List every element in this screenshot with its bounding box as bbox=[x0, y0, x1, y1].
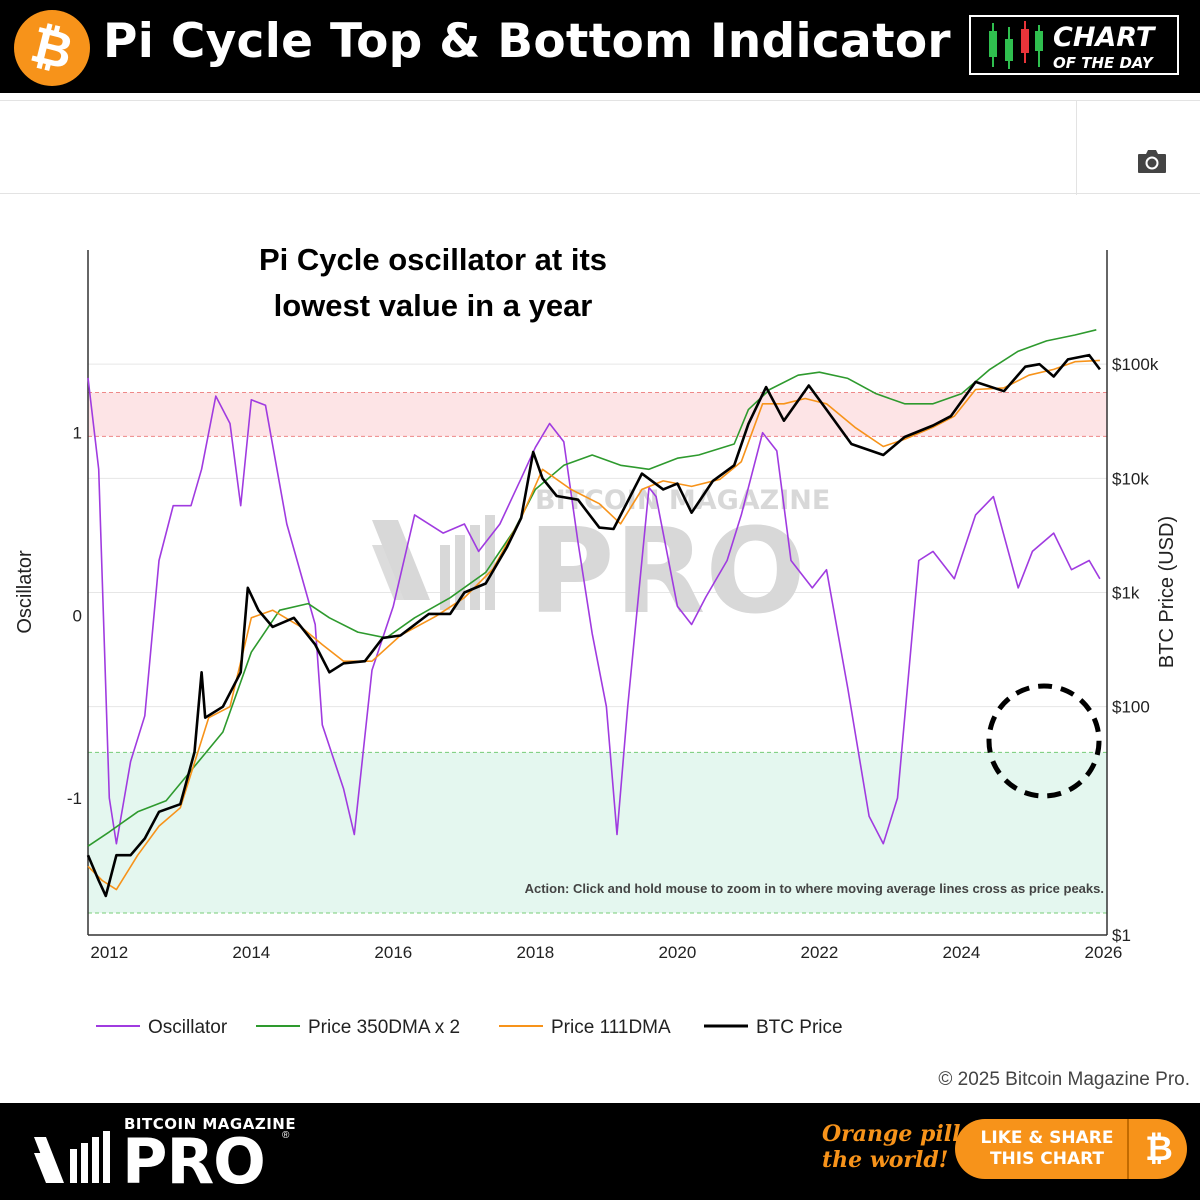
bitcoin-magazine-logo-icon bbox=[34, 1131, 110, 1183]
toolbar-divider bbox=[1076, 101, 1077, 195]
bitcoin-icon: ₿ bbox=[1145, 1129, 1173, 1169]
x-tick: 2024 bbox=[943, 943, 981, 962]
legend-label: Price 111DMA bbox=[551, 1017, 671, 1038]
camera-icon[interactable] bbox=[1136, 147, 1168, 175]
y-right-tick: $10k bbox=[1112, 469, 1149, 488]
y-right-tick: $1 bbox=[1112, 926, 1131, 945]
y-left-axis-label: Oscillator bbox=[14, 550, 36, 634]
x-tick: 2014 bbox=[232, 943, 270, 962]
copyright-text: © 2025 Bitcoin Magazine Pro. bbox=[938, 1069, 1190, 1090]
legend-label: Price 350DMA x 2 bbox=[308, 1017, 460, 1038]
x-tick: 2018 bbox=[516, 943, 554, 962]
top-zone bbox=[88, 392, 1107, 437]
pi-cycle-chart[interactable]: BITCOIN MAGAZINE PRO 1 0 -1 $100k $10k $1k $10… bbox=[0, 195, 1200, 1105]
share-divider bbox=[1127, 1119, 1129, 1179]
legend-label: BTC Price bbox=[756, 1017, 843, 1038]
share-line1: LIKE & SHARE bbox=[980, 1128, 1114, 1148]
x-tick: 2012 bbox=[90, 943, 128, 962]
action-note: Action: Click and hold mouse to zoom in … bbox=[525, 881, 1104, 896]
x-tick: 2020 bbox=[658, 943, 696, 962]
x-tick: 2022 bbox=[800, 943, 838, 962]
footer-brand-big: PRO bbox=[122, 1125, 266, 1198]
x-tick: 2016 bbox=[374, 943, 412, 962]
chart-toolbar bbox=[0, 100, 1200, 195]
y-left-tick: -1 bbox=[67, 789, 82, 808]
badge-line1: CHART bbox=[1053, 22, 1155, 53]
bottom-zone bbox=[88, 752, 1107, 913]
x-tick: 2026 bbox=[1085, 943, 1123, 962]
slogan-line1: Orange pill bbox=[822, 1121, 961, 1147]
highlight-circle bbox=[986, 683, 1102, 799]
y-left-tick: 0 bbox=[73, 606, 82, 625]
watermark: BITCOIN MAGAZINE PRO bbox=[372, 485, 830, 640]
oscillator-line bbox=[87, 377, 1101, 845]
y-right-tick: $100k bbox=[1112, 355, 1159, 374]
share-line2: THIS CHART bbox=[989, 1149, 1105, 1169]
footer-registered-mark: ® bbox=[282, 1130, 290, 1141]
footer-brand-small: BITCOIN MAGAZINE bbox=[124, 1115, 297, 1133]
chart-annotation: Pi Cycle oscillator at its lowest value i… bbox=[259, 242, 607, 323]
legend-label: Oscillator bbox=[148, 1017, 228, 1038]
annotation-line1: Pi Cycle oscillator at its bbox=[259, 242, 607, 277]
y-right-axis-label: BTC Price (USD) bbox=[1156, 516, 1178, 668]
y-right-tick: $100 bbox=[1112, 698, 1150, 717]
btc-price-line bbox=[86, 353, 1101, 898]
like-share-button[interactable]: LIKE & SHARE THIS CHART ₿ bbox=[955, 1119, 1187, 1179]
watermark-big-text: PRO bbox=[528, 502, 806, 640]
header-bar: ₿ Pi Cycle Top & Bottom Indicator CHART … bbox=[0, 0, 1200, 93]
price-111dma-line bbox=[87, 359, 1100, 891]
slogan-line2: the world! bbox=[822, 1147, 949, 1173]
y-left-tick: 1 bbox=[73, 424, 82, 443]
badge-line2: OF THE DAY bbox=[1053, 54, 1153, 72]
price-350dma-x-2-line bbox=[87, 329, 1097, 847]
footer-bar: BITCOIN MAGAZINE PRO ® Orange pill the w… bbox=[0, 1103, 1200, 1200]
y-right-tick: $1k bbox=[1112, 584, 1140, 603]
annotation-line2: lowest value in a year bbox=[274, 288, 593, 323]
page-title: Pi Cycle Top & Bottom Indicator bbox=[103, 14, 951, 69]
chart-of-the-day-badge: CHART OF THE DAY bbox=[969, 15, 1179, 75]
footer-slogan: Orange pill the world! bbox=[822, 1121, 961, 1173]
bitcoin-logo-icon: ₿ bbox=[14, 10, 90, 86]
candlestick-icon bbox=[989, 21, 1043, 69]
